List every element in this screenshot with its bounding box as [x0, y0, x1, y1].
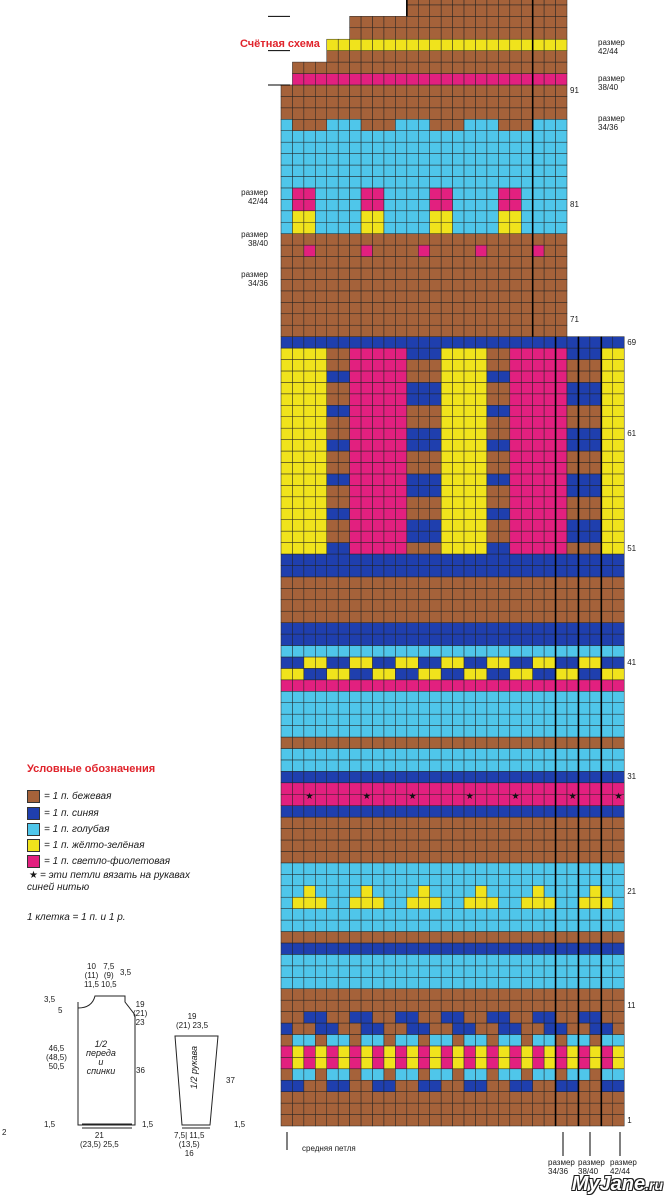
- sleeve-bottom-dim: 7,5| 11,5 (13,5) 16: [174, 1131, 205, 1158]
- body-top-dim-1: 10 (11) 11,5: [84, 962, 99, 989]
- body-right-dim-2: 36: [136, 1066, 145, 1075]
- sleeve-center-label: 1/2 рукава: [189, 1046, 199, 1089]
- body-center-label: 1/2 переда и спинки: [86, 1039, 116, 1076]
- body-bottom-right-dim: 1,5: [142, 1120, 154, 1129]
- body-bottom-left-dim: 1,5: [44, 1120, 56, 1129]
- page-number: 2: [2, 1128, 7, 1137]
- chart-cells: [280, 0, 625, 1127]
- sleeve-right-dim: 37: [226, 1076, 235, 1085]
- sleeve-top-dim: 19 (21) 23,5: [176, 1012, 209, 1030]
- body-bottom-dim: 21 (23,5) 25,5: [80, 1131, 119, 1149]
- chart-title: Счётная схема: [240, 38, 320, 50]
- sleeve-bottom-right-dim: 1,5: [234, 1120, 246, 1129]
- body-left-dim-3: 46,5 (48,5) 50,5: [46, 1044, 67, 1071]
- body-right-dim-1: 19 (21) 23: [133, 1000, 148, 1027]
- body-top-dim-2: 7,5 (9) 10,5: [101, 962, 117, 989]
- body-left-dim-1: 3,5: [44, 995, 56, 1004]
- body-left-dim-2: 5: [58, 1006, 63, 1015]
- brand-logo: MyJane.ru: [571, 1173, 663, 1195]
- body-top-dim-3: 3,5: [120, 968, 132, 977]
